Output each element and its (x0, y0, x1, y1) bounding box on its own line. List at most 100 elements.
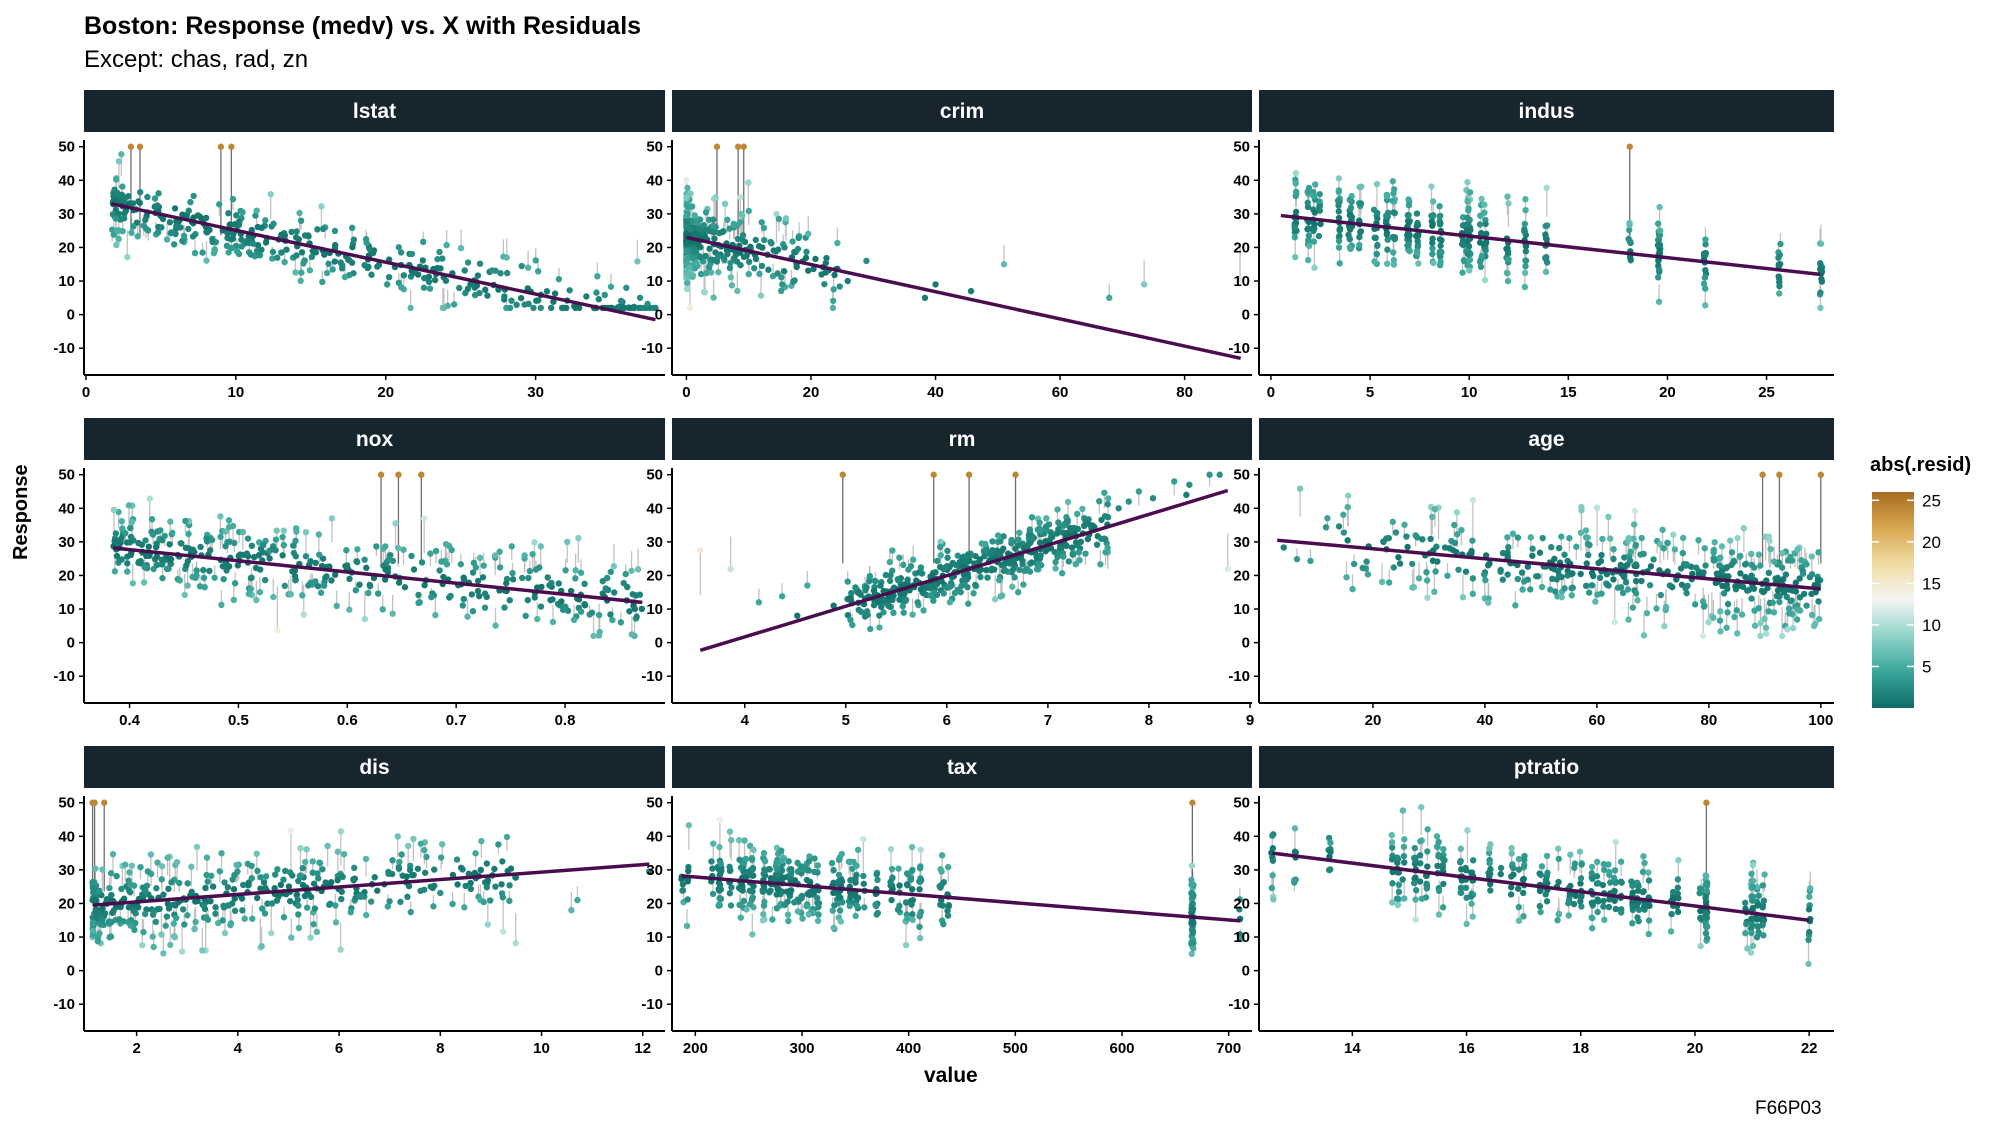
data-point (1814, 577, 1822, 584)
data-point (570, 616, 578, 624)
strip-label-ptratio: ptratio (1514, 756, 1579, 779)
data-point (1335, 175, 1343, 182)
data-point (717, 860, 724, 867)
x-tick-label: 5 (842, 712, 850, 729)
data-point (860, 880, 868, 887)
data-point (1722, 564, 1730, 572)
data-point (279, 552, 286, 559)
data-point (574, 896, 581, 904)
data-point (772, 248, 780, 255)
data-point (739, 212, 746, 219)
data-point (1622, 579, 1630, 586)
data-point (1026, 568, 1034, 575)
data-point (316, 551, 323, 558)
data-point (465, 870, 472, 878)
data-point (229, 195, 237, 203)
data-point (178, 948, 186, 955)
data-point (185, 207, 193, 214)
data-point (167, 941, 174, 949)
data-point (544, 574, 551, 581)
data-point (370, 247, 378, 254)
data-point (971, 560, 978, 567)
data-point (181, 921, 188, 928)
data-point (1522, 263, 1529, 270)
data-point (1522, 242, 1530, 250)
data-point (238, 243, 245, 250)
data-point (374, 263, 381, 270)
data-point (916, 886, 923, 893)
data-point (1660, 545, 1667, 552)
data-point (1406, 247, 1413, 255)
data-point (279, 533, 286, 541)
data-point (1646, 582, 1654, 589)
data-point (163, 913, 171, 920)
data-point (300, 260, 307, 267)
data-point (248, 542, 256, 550)
data-point (640, 304, 647, 312)
data-point (1717, 608, 1724, 615)
data-point (203, 854, 211, 861)
data-point (1464, 198, 1471, 205)
data-point (1054, 506, 1061, 513)
data-point (1206, 471, 1213, 478)
data-point (810, 888, 817, 896)
data-point (849, 621, 856, 629)
data-point (1014, 589, 1022, 596)
data-point (153, 885, 160, 892)
data-point (247, 574, 255, 582)
data-point (385, 273, 393, 281)
data-point (696, 216, 704, 223)
data-point (140, 579, 148, 586)
data-point (1780, 589, 1788, 596)
data-point (438, 841, 446, 848)
data-point (1481, 276, 1489, 284)
data-point (139, 941, 146, 949)
data-point (483, 884, 491, 891)
data-point (715, 887, 723, 894)
data-point (896, 902, 903, 910)
data-point (224, 902, 231, 909)
data-point (1343, 574, 1350, 581)
y-tick-label: 50 (1233, 467, 1250, 484)
data-point (1346, 244, 1354, 251)
data-point (937, 866, 944, 873)
fit-line-age (1277, 538, 1821, 591)
data-point (1428, 212, 1435, 220)
data-point (258, 905, 266, 912)
data-point (1519, 586, 1526, 593)
data-point (148, 515, 156, 523)
data-point (1344, 537, 1351, 544)
data-point (785, 858, 792, 865)
data-point (940, 920, 947, 928)
data-point (499, 928, 507, 935)
strip-age (1259, 418, 1834, 460)
data-point (253, 596, 260, 604)
data-point (601, 291, 608, 299)
data-point (124, 568, 131, 575)
residual-segments-crim (685, 146, 1241, 308)
data-point (127, 524, 134, 532)
data-point (1702, 285, 1709, 292)
data-point (837, 918, 845, 925)
data-point (307, 557, 314, 565)
data-point (1796, 575, 1803, 582)
data-point (319, 225, 327, 233)
data-point (1082, 550, 1089, 557)
data-point (1769, 599, 1776, 606)
data-point (310, 921, 317, 928)
data-point (1188, 950, 1195, 958)
data-point (254, 241, 262, 249)
data-point (235, 218, 243, 225)
data-point (1536, 549, 1544, 556)
data-point (1792, 579, 1800, 586)
residual-segments-tax (682, 802, 1242, 954)
data-point (426, 285, 434, 292)
data-point (1584, 540, 1592, 548)
data-point (683, 212, 690, 220)
data-point (1622, 563, 1629, 570)
data-point (991, 596, 999, 603)
data-point (271, 884, 278, 892)
data-point (1637, 551, 1644, 558)
data-point (173, 914, 180, 922)
data-point (277, 881, 285, 889)
